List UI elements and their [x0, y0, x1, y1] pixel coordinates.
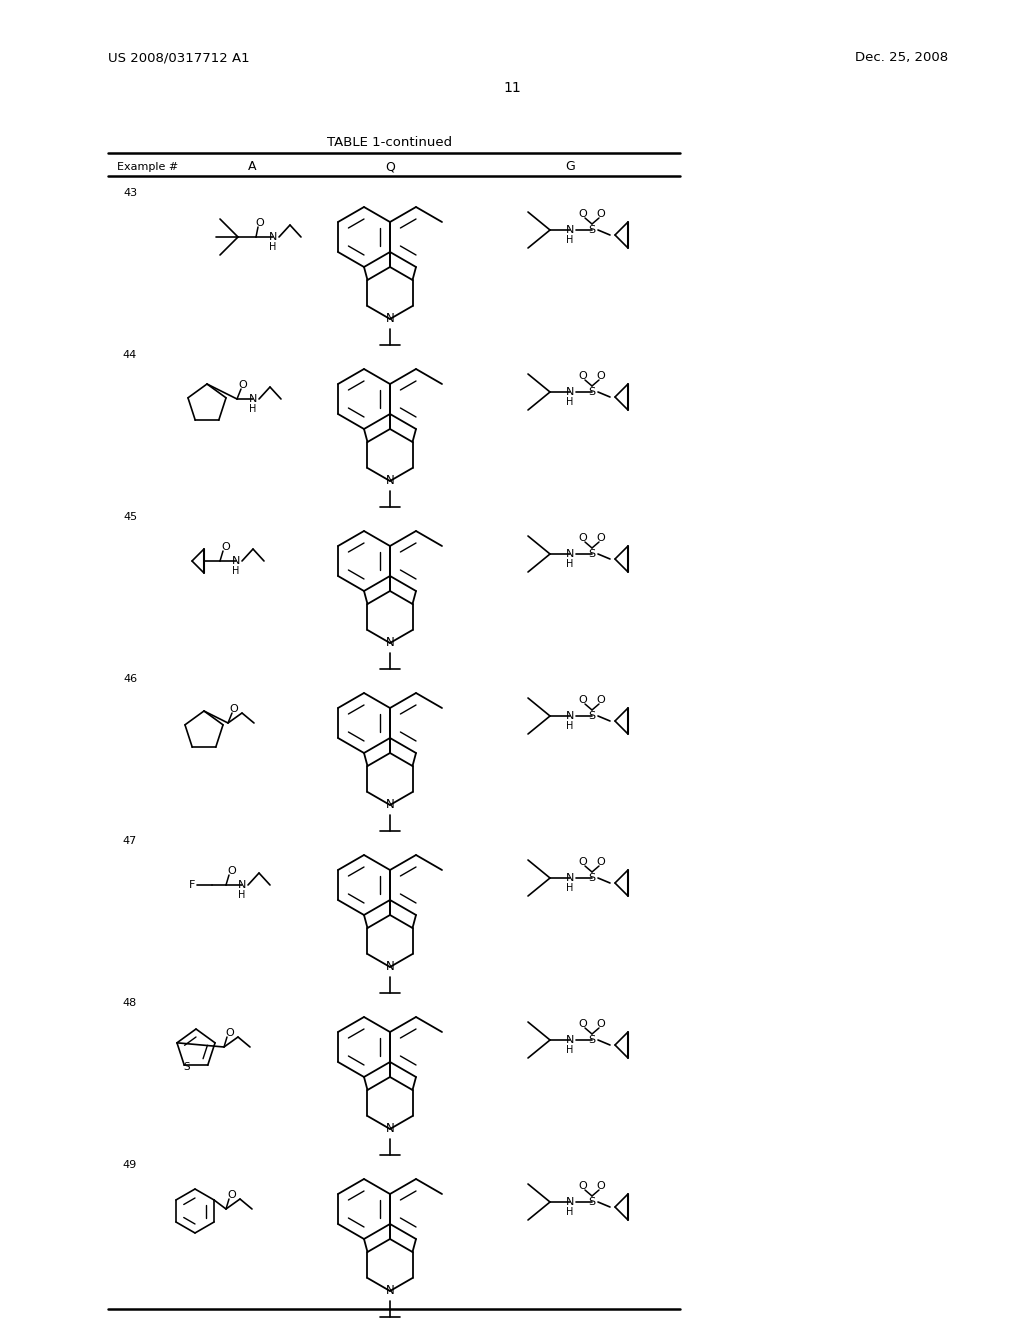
- Text: N: N: [566, 549, 574, 558]
- Text: Example #: Example #: [118, 162, 178, 172]
- Text: F: F: [188, 880, 196, 890]
- Text: O: O: [579, 1019, 588, 1030]
- Text: 48: 48: [123, 998, 137, 1008]
- Text: A: A: [248, 161, 256, 173]
- Text: O: O: [597, 371, 605, 381]
- Text: H: H: [232, 566, 240, 576]
- Text: N: N: [566, 387, 574, 397]
- Text: N: N: [269, 232, 278, 242]
- Text: 46: 46: [123, 675, 137, 684]
- Text: 47: 47: [123, 836, 137, 846]
- Text: N: N: [386, 474, 394, 487]
- Text: O: O: [579, 533, 588, 543]
- Text: US 2008/0317712 A1: US 2008/0317712 A1: [108, 51, 250, 65]
- Text: O: O: [579, 371, 588, 381]
- Text: O: O: [579, 857, 588, 867]
- Text: O: O: [221, 543, 230, 552]
- Text: O: O: [579, 696, 588, 705]
- Text: H: H: [249, 404, 257, 414]
- Text: N: N: [231, 556, 241, 566]
- Text: N: N: [566, 711, 574, 721]
- Text: O: O: [597, 696, 605, 705]
- Text: S: S: [183, 1063, 189, 1072]
- Text: H: H: [566, 235, 573, 246]
- Text: O: O: [597, 1019, 605, 1030]
- Text: N: N: [238, 880, 246, 890]
- Text: S: S: [589, 1035, 596, 1045]
- Text: N: N: [386, 799, 394, 812]
- Text: N: N: [566, 224, 574, 235]
- Text: N: N: [249, 393, 257, 404]
- Text: H: H: [566, 558, 573, 569]
- Text: 44: 44: [123, 350, 137, 360]
- Text: H: H: [566, 397, 573, 407]
- Text: O: O: [579, 209, 588, 219]
- Text: O: O: [229, 704, 239, 714]
- Text: 43: 43: [123, 187, 137, 198]
- Text: N: N: [386, 313, 394, 326]
- Text: N: N: [386, 1122, 394, 1135]
- Text: H: H: [566, 721, 573, 731]
- Text: N: N: [386, 1284, 394, 1298]
- Text: S: S: [589, 1197, 596, 1206]
- Text: O: O: [227, 1191, 237, 1200]
- Text: O: O: [225, 1028, 234, 1038]
- Text: 11: 11: [503, 81, 521, 95]
- Text: 49: 49: [123, 1160, 137, 1170]
- Text: Q: Q: [385, 161, 395, 173]
- Text: O: O: [227, 866, 237, 876]
- Text: H: H: [566, 1206, 573, 1217]
- Text: O: O: [597, 857, 605, 867]
- Text: 45: 45: [123, 512, 137, 521]
- Text: O: O: [597, 1181, 605, 1191]
- Text: O: O: [579, 1181, 588, 1191]
- Text: S: S: [589, 873, 596, 883]
- Text: G: G: [565, 161, 574, 173]
- Text: H: H: [269, 242, 276, 252]
- Text: N: N: [566, 1197, 574, 1206]
- Text: N: N: [386, 961, 394, 974]
- Text: S: S: [589, 549, 596, 558]
- Text: S: S: [589, 711, 596, 721]
- Text: N: N: [386, 636, 394, 649]
- Text: S: S: [589, 224, 596, 235]
- Text: O: O: [597, 533, 605, 543]
- Text: O: O: [597, 209, 605, 219]
- Text: N: N: [566, 873, 574, 883]
- Text: O: O: [256, 218, 264, 228]
- Text: H: H: [239, 890, 246, 900]
- Text: Dec. 25, 2008: Dec. 25, 2008: [855, 51, 948, 65]
- Text: S: S: [589, 387, 596, 397]
- Text: H: H: [566, 1045, 573, 1055]
- Text: O: O: [239, 380, 248, 389]
- Text: TABLE 1-continued: TABLE 1-continued: [328, 136, 453, 149]
- Text: H: H: [566, 883, 573, 894]
- Text: N: N: [566, 1035, 574, 1045]
